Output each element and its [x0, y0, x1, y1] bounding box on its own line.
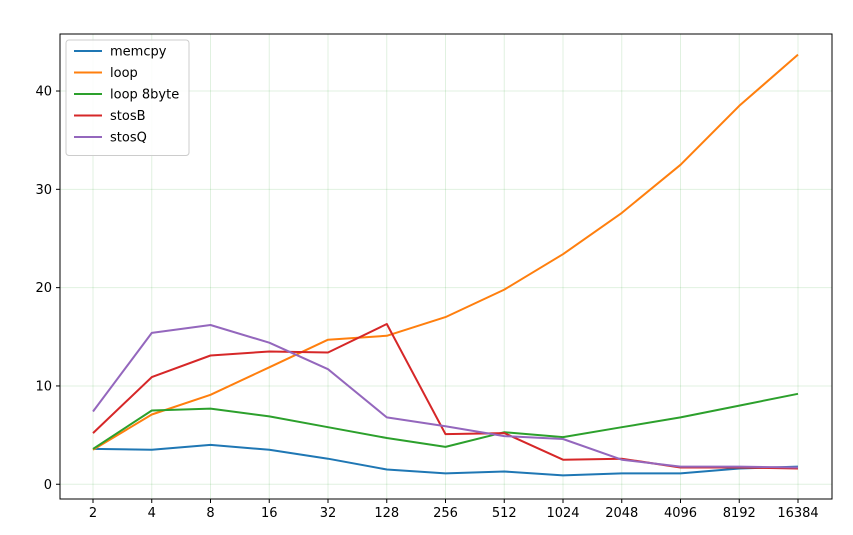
x-tick-label: 256: [433, 506, 458, 521]
legend-label: stosB: [110, 109, 146, 124]
x-tick-label: 32: [320, 506, 337, 521]
legend-label: loop: [110, 66, 138, 81]
legend-box: [65, 39, 190, 156]
x-tick-label: 8192: [723, 506, 756, 521]
grid: [60, 34, 832, 499]
x-tick-label: 2048: [605, 506, 638, 521]
x-tick-label: 128: [374, 506, 399, 521]
x-tick-label: 4: [148, 506, 156, 521]
series-line-stosq: [92, 324, 799, 469]
x-tick-label: 1024: [546, 506, 579, 521]
y-tick-label: 20: [35, 281, 52, 296]
series-line-loop-8byte: [92, 392, 799, 450]
legend-label: stosQ: [110, 131, 147, 146]
x-tick-label: 512: [492, 506, 517, 521]
x-tick-label: 16384: [777, 506, 818, 521]
legend-label: memcpy: [110, 45, 167, 60]
x-tick-label: 16: [261, 506, 278, 521]
x-tick-label: 2: [89, 506, 97, 521]
legend: memcpy loop loop 8byte stosB stosQ: [65, 39, 190, 156]
y-tick-label: 40: [35, 85, 52, 100]
x-tick-label: 4096: [664, 506, 697, 521]
series-lines: [92, 53, 799, 477]
series-line-loop: [92, 53, 799, 451]
y-tick-label: 10: [35, 379, 52, 394]
x-tick-label: 8: [206, 506, 214, 521]
series-line-memcpy: [92, 443, 799, 477]
axis-ticks: 2 4 8 16 32 128 256 512 1024 2048 4096 8192 16384 0 10…: [35, 85, 818, 521]
y-tick-label: 30: [35, 183, 52, 198]
legend-label: loop 8byte: [110, 88, 179, 103]
y-tick-label: 0: [44, 478, 52, 493]
